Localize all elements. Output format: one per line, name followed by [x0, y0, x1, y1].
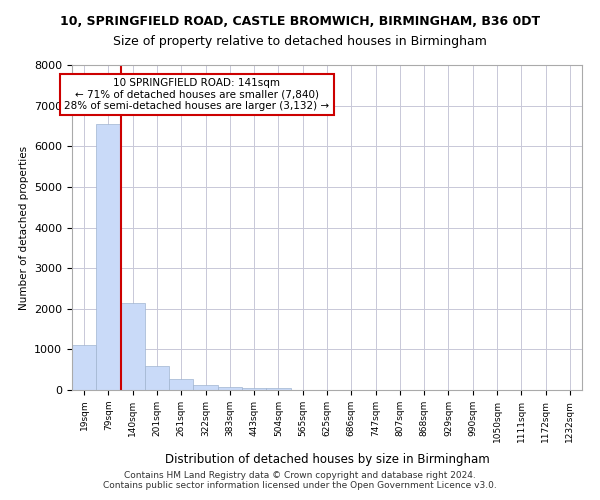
Bar [266, 388, 290, 390]
Bar [72, 346, 96, 390]
Bar [121, 302, 145, 390]
Bar [96, 124, 121, 390]
Text: 10, SPRINGFIELD ROAD, CASTLE BROMWICH, BIRMINGHAM, B36 0DT: 10, SPRINGFIELD ROAD, CASTLE BROMWICH, B… [60, 15, 540, 28]
Text: 10 SPRINGFIELD ROAD: 141sqm
← 71% of detached houses are smaller (7,840)
28% of : 10 SPRINGFIELD ROAD: 141sqm ← 71% of det… [64, 78, 329, 111]
Bar [242, 388, 266, 390]
Bar [218, 387, 242, 390]
Y-axis label: Number of detached properties: Number of detached properties [19, 146, 29, 310]
Bar [193, 384, 218, 390]
Bar [145, 366, 169, 390]
X-axis label: Distribution of detached houses by size in Birmingham: Distribution of detached houses by size … [164, 453, 490, 466]
Text: Size of property relative to detached houses in Birmingham: Size of property relative to detached ho… [113, 35, 487, 48]
Text: Contains HM Land Registry data © Crown copyright and database right 2024.
Contai: Contains HM Land Registry data © Crown c… [103, 470, 497, 490]
Bar [169, 379, 193, 390]
